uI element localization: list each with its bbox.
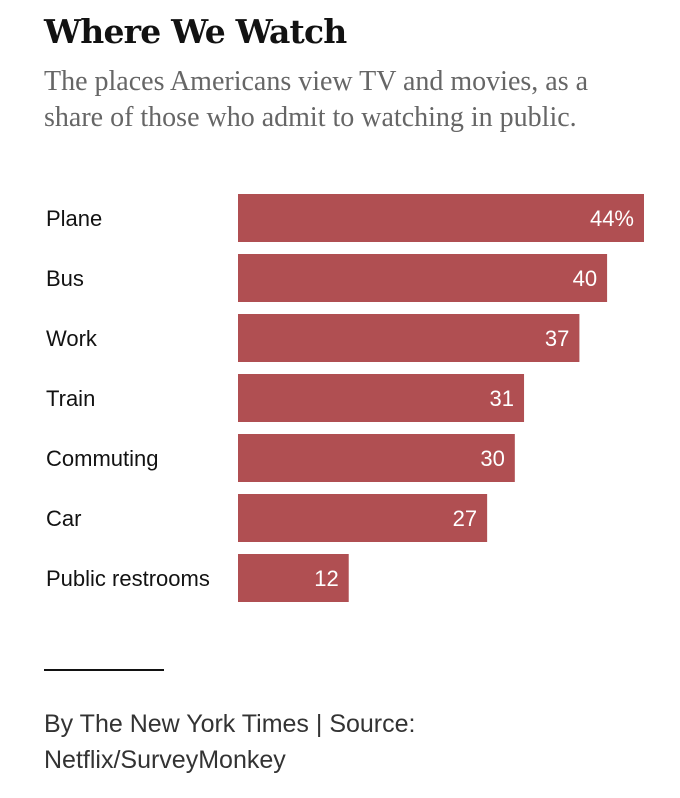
- category-label-plane: Plane: [46, 206, 102, 231]
- bar-public-restrooms: [238, 554, 349, 602]
- value-label-public-restrooms: 12: [314, 566, 338, 591]
- category-label-car: Car: [46, 506, 81, 531]
- category-label-work: Work: [46, 326, 98, 351]
- bar-commuting: [238, 434, 515, 482]
- footer-divider: [44, 669, 164, 671]
- bar-car: [238, 494, 488, 542]
- category-label-train: Train: [46, 386, 95, 411]
- category-label-bus: Bus: [46, 266, 84, 291]
- bar-bus: [238, 254, 608, 302]
- bar-chart: Plane 44% Bus 40 Work 37 Train 31 Commuting 30 Car…: [46, 194, 644, 602]
- chart-title: Where We Watch: [44, 12, 347, 51]
- bar-work: [238, 314, 580, 362]
- category-label-commuting: Commuting: [46, 446, 158, 471]
- source-credit: By The New York Times | Source: Netflix/…: [44, 710, 416, 774]
- value-label-work: 37: [545, 326, 569, 351]
- value-label-bus: 40: [573, 266, 597, 291]
- value-label-plane: 44%: [590, 206, 634, 231]
- value-label-train: 31: [490, 386, 514, 411]
- category-label-public-restrooms: Public restrooms: [46, 566, 210, 591]
- bar-plane: [238, 194, 644, 242]
- bar-train: [238, 374, 525, 422]
- chart-subtitle: The places Americans view TV and movies,…: [44, 66, 589, 133]
- value-label-commuting: 30: [480, 446, 504, 471]
- value-label-car: 27: [453, 506, 477, 531]
